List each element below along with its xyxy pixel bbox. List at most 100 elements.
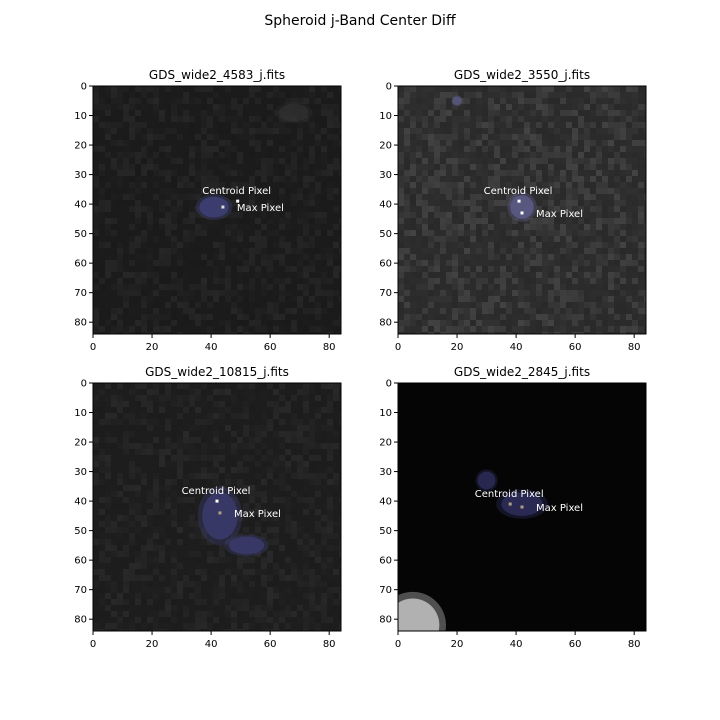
noise-texture <box>93 86 341 334</box>
source-blob <box>475 469 498 492</box>
x-tick-label: 0 <box>395 639 401 650</box>
axes-frame <box>397 382 647 632</box>
y-tick-label: 80 <box>379 318 392 329</box>
panel-title: GDS_wide2_10815_j.fits <box>145 365 289 379</box>
image-area <box>93 86 341 334</box>
x-tick-label: 20 <box>451 342 464 353</box>
y-tick-label: 10 <box>74 408 87 419</box>
y-tick-label: 0 <box>81 82 87 93</box>
source-blob <box>496 489 548 519</box>
y-tick-label: 60 <box>379 259 392 270</box>
source-blob <box>195 194 233 220</box>
y-tick-label: 0 <box>386 379 392 390</box>
centroid-pixel-marker <box>517 199 521 203</box>
centroid-pixel-marker <box>236 199 240 203</box>
max-pixel-marker <box>520 211 524 215</box>
max-pixel-label: Max Pixel <box>536 503 583 514</box>
y-tick-label: 80 <box>379 615 392 626</box>
axes-frame <box>397 85 647 335</box>
y-tick-label: 20 <box>74 141 87 152</box>
y-tick-label: 50 <box>74 229 87 240</box>
x-tick-label: 20 <box>146 342 159 353</box>
y-tick-label: 70 <box>74 585 87 596</box>
panel-1: 0 20 40 60 80 0 10 20 30 40 50 60 70 80 GDS_wide2_4583… <box>74 68 342 353</box>
y-tick-label: 60 <box>74 259 87 270</box>
image-area <box>398 383 646 631</box>
max-pixel-label: Max Pixel <box>234 509 281 520</box>
source-blob <box>224 534 269 557</box>
x-tick-label: 0 <box>395 342 401 353</box>
x-tick-label: 60 <box>569 342 582 353</box>
source-blob <box>275 101 313 124</box>
noise-texture <box>93 383 341 631</box>
image-area <box>93 383 341 631</box>
x-tick-label: 0 <box>90 639 96 650</box>
centroid-pixel-label: Centroid Pixel <box>202 186 271 197</box>
image-area <box>398 86 646 334</box>
max-pixel-label: Max Pixel <box>237 203 284 214</box>
x-tick-label: 80 <box>628 639 641 650</box>
y-tick-label: 20 <box>379 141 392 152</box>
centroid-pixel-marker <box>215 499 219 503</box>
y-tick-label: 80 <box>74 615 87 626</box>
x-tick-label: 60 <box>569 639 582 650</box>
panel-2: 0 20 40 60 80 0 10 20 30 40 50 60 70 80 GDS_wide2_3550… <box>379 68 647 353</box>
x-tick-label: 40 <box>510 639 523 650</box>
panel-3: 0 20 40 60 80 0 10 20 30 40 50 60 70 80 GDS_wide2_1081… <box>74 365 342 650</box>
x-tick-label: 80 <box>323 639 336 650</box>
y-tick-label: 40 <box>74 200 87 211</box>
y-tick-label: 50 <box>74 526 87 537</box>
x-tick-label: 0 <box>90 342 96 353</box>
centroid-pixel-label: Centroid Pixel <box>475 489 544 500</box>
panels: 0 20 40 60 80 0 10 20 30 40 50 60 70 80 GDS_wide2_4583… <box>74 68 647 650</box>
y-tick-label: 80 <box>74 318 87 329</box>
source-blob <box>197 486 243 546</box>
x-tick-label: 40 <box>205 342 218 353</box>
y-tick-label: 40 <box>379 200 392 211</box>
y-tick-label: 30 <box>74 170 87 181</box>
y-tick-label: 10 <box>379 111 392 122</box>
y-tick-label: 70 <box>379 585 392 596</box>
max-pixel-label: Max Pixel <box>536 209 583 220</box>
max-pixel-marker <box>218 511 222 515</box>
centroid-pixel-label: Centroid Pixel <box>484 186 553 197</box>
y-tick-label: 10 <box>379 408 392 419</box>
axes-frame <box>92 382 342 632</box>
noise-texture <box>398 86 646 334</box>
x-tick-label: 20 <box>451 639 464 650</box>
source-blob <box>398 591 446 631</box>
max-pixel-marker <box>221 205 225 209</box>
max-pixel-marker <box>520 505 524 509</box>
y-tick-label: 30 <box>379 170 392 181</box>
panel-title: GDS_wide2_3550_j.fits <box>454 68 590 82</box>
y-tick-label: 20 <box>379 438 392 449</box>
y-tick-label: 30 <box>379 467 392 478</box>
panel-title: GDS_wide2_2845_j.fits <box>454 365 590 379</box>
centroid-pixel-label: Centroid Pixel <box>182 486 251 497</box>
y-tick-label: 40 <box>74 497 87 508</box>
y-tick-label: 70 <box>74 288 87 299</box>
x-tick-label: 20 <box>146 639 159 650</box>
panel-4: 0 20 40 60 80 0 10 20 30 40 50 60 70 80 GDS_wide2_2845… <box>379 365 647 650</box>
y-tick-label: 20 <box>74 438 87 449</box>
panel-title: GDS_wide2_4583_j.fits <box>149 68 285 82</box>
figure-title: Spheroid j-Band Center Diff <box>264 13 456 29</box>
y-tick-label: 0 <box>81 379 87 390</box>
y-tick-label: 60 <box>74 556 87 567</box>
x-tick-label: 40 <box>510 342 523 353</box>
x-tick-label: 80 <box>628 342 641 353</box>
y-tick-label: 60 <box>379 556 392 567</box>
y-tick-label: 50 <box>379 229 392 240</box>
y-tick-label: 40 <box>379 497 392 508</box>
x-tick-label: 60 <box>264 639 277 650</box>
source-blob <box>507 192 537 222</box>
y-tick-label: 50 <box>379 526 392 537</box>
axes-frame <box>92 85 342 335</box>
y-tick-label: 70 <box>379 288 392 299</box>
x-tick-label: 60 <box>264 342 277 353</box>
centroid-pixel-marker <box>508 502 512 506</box>
x-tick-label: 40 <box>205 639 218 650</box>
y-tick-label: 10 <box>74 111 87 122</box>
source-blob <box>451 95 463 107</box>
